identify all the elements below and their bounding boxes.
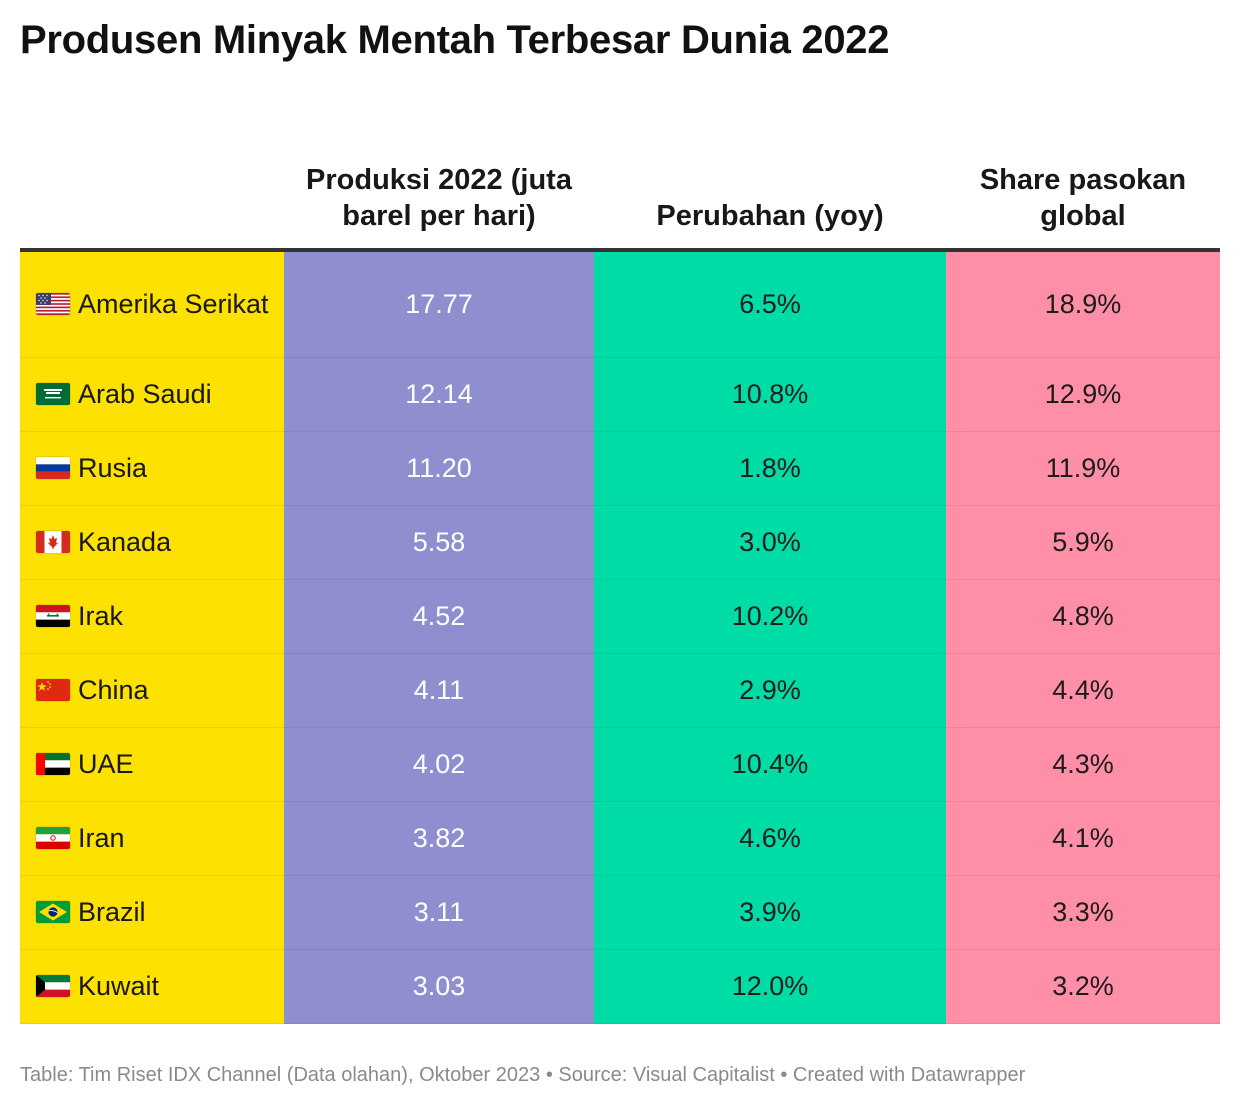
cell-production: 17.77 (284, 252, 594, 358)
country-name: Kuwait (78, 971, 160, 1001)
cell-change: 2.9% (594, 654, 946, 728)
country-name: China (78, 675, 149, 705)
chart-title: Produsen Minyak Mentah Terbesar Dunia 20… (20, 18, 890, 62)
cell-production: 3.03 (284, 950, 594, 1024)
country-label: Iran (36, 823, 125, 854)
cell-production: 5.58 (284, 506, 594, 580)
country-name: Amerika Serikat (78, 289, 269, 319)
cell-share: 12.9% (946, 358, 1220, 432)
country-label: China (36, 675, 149, 706)
cell-country: Arab Saudi (20, 358, 284, 432)
header-change: Perubahan (yoy) (656, 200, 884, 232)
country-label: Brazil (36, 897, 146, 928)
cell-share: 5.9% (946, 506, 1220, 580)
cell-share: 18.9% (946, 252, 1220, 358)
cell-share: 3.2% (946, 950, 1220, 1024)
cell-change: 4.6% (594, 802, 946, 876)
cell-production: 11.20 (284, 432, 594, 506)
cell-share: 11.9% (946, 432, 1220, 506)
china-flag-icon (36, 679, 70, 701)
table-row: Iran 3.82 4.6% 4.1% (20, 802, 1220, 876)
table-row: Kanada 5.58 3.0% 5.9% (20, 506, 1220, 580)
cell-country: Kanada (20, 506, 284, 580)
us-flag-icon (36, 293, 70, 315)
cell-share: 4.3% (946, 728, 1220, 802)
kuwait-flag-icon (36, 975, 70, 997)
table-row: Brazil 3.11 3.9% 3.3% (20, 876, 1220, 950)
country-name: UAE (78, 749, 134, 779)
cell-country: China (20, 654, 284, 728)
cell-country: Iran (20, 802, 284, 876)
cell-change: 3.9% (594, 876, 946, 950)
header-country (20, 118, 284, 248)
country-label: Kanada (36, 527, 171, 558)
cell-change: 3.0% (594, 506, 946, 580)
country-name: Iran (78, 823, 125, 853)
table-row: Rusia 11.20 1.8% 11.9% (20, 432, 1220, 506)
iraq-flag-icon (36, 605, 70, 627)
table-row: Kuwait 3.03 12.0% 3.2% (20, 950, 1220, 1024)
country-label: UAE (36, 749, 134, 780)
table-row: Amerika Serikat 17.77 6.5% 18.9% (20, 252, 1220, 358)
russia-flag-icon (36, 457, 70, 479)
country-name: Brazil (78, 897, 146, 927)
cell-share: 4.4% (946, 654, 1220, 728)
header-share: Share pasokan global (979, 164, 1187, 232)
country-label: Amerika Serikat (36, 289, 269, 320)
country-name: Kanada (78, 527, 172, 557)
header-production: Produksi 2022 (juta barel per hari) (306, 164, 572, 232)
cell-country: Amerika Serikat (20, 252, 284, 358)
iran-flag-icon (36, 827, 70, 849)
cell-change: 1.8% (594, 432, 946, 506)
table-row: China 4.11 2.9% 4.4% (20, 654, 1220, 728)
cell-change: 6.5% (594, 252, 946, 358)
canada-flag-icon (36, 531, 70, 553)
country-label: Irak (36, 601, 123, 632)
cell-production: 4.02 (284, 728, 594, 802)
saudi-arabia-flag-icon (36, 383, 70, 405)
cell-production: 4.52 (284, 580, 594, 654)
table-body: Amerika Serikat 17.77 6.5% 18.9% Arab Saudi 1… (20, 252, 1220, 1024)
cell-country: Kuwait (20, 950, 284, 1024)
table-row: Irak 4.52 10.2% 4.8% (20, 580, 1220, 654)
cell-country: UAE (20, 728, 284, 802)
cell-country: Brazil (20, 876, 284, 950)
cell-production: 3.11 (284, 876, 594, 950)
table-header: Produksi 2022 (juta barel per hari) Peru… (20, 118, 1220, 252)
cell-share: 4.8% (946, 580, 1220, 654)
cell-share: 3.3% (946, 876, 1220, 950)
cell-production: 3.82 (284, 802, 594, 876)
country-name: Irak (78, 601, 124, 631)
cell-change: 10.2% (594, 580, 946, 654)
cell-production: 4.11 (284, 654, 594, 728)
table-row: Arab Saudi 12.14 10.8% 12.9% (20, 358, 1220, 432)
country-name: Arab Saudi (78, 379, 212, 409)
uae-flag-icon (36, 753, 70, 775)
cell-share: 4.1% (946, 802, 1220, 876)
brazil-flag-icon (36, 901, 70, 923)
source-footer: Table: Tim Riset IDX Channel (Data olaha… (20, 1064, 1026, 1086)
data-table: Produksi 2022 (juta barel per hari) Peru… (20, 118, 1220, 1024)
table-row: UAE 4.02 10.4% 4.3% (20, 728, 1220, 802)
country-label: Rusia (36, 453, 147, 484)
cell-country: Rusia (20, 432, 284, 506)
cell-production: 12.14 (284, 358, 594, 432)
country-name: Rusia (78, 453, 148, 483)
cell-country: Irak (20, 580, 284, 654)
cell-change: 12.0% (594, 950, 946, 1024)
country-label: Arab Saudi (36, 379, 212, 410)
cell-change: 10.8% (594, 358, 946, 432)
cell-change: 10.4% (594, 728, 946, 802)
country-label: Kuwait (36, 971, 159, 1002)
